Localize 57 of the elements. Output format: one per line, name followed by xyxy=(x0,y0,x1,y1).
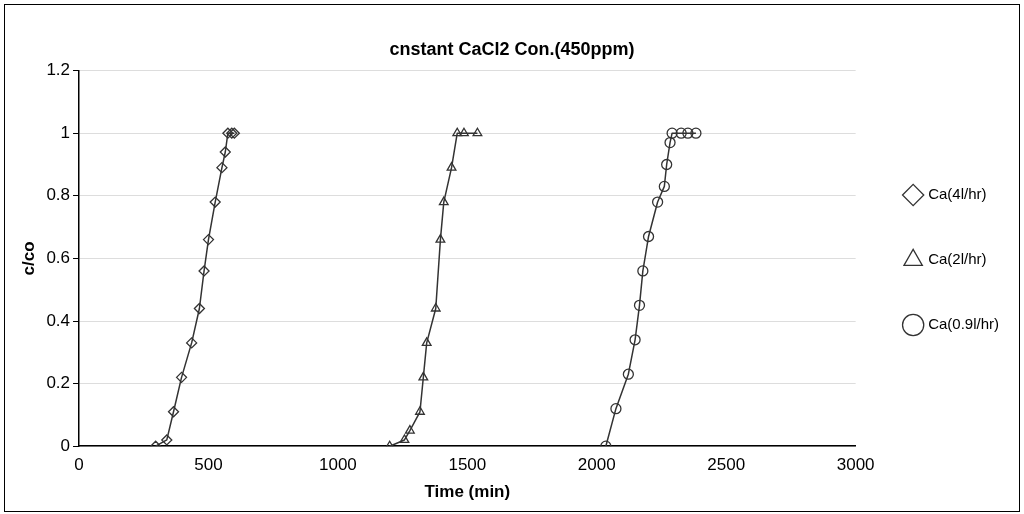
point xyxy=(622,368,635,380)
point xyxy=(435,233,446,243)
point xyxy=(185,337,198,349)
point xyxy=(404,424,415,434)
y-tick-label: 0.4 xyxy=(46,310,71,330)
point xyxy=(216,161,228,174)
point xyxy=(175,371,188,383)
y-tick-label: 0.8 xyxy=(46,185,71,205)
y-tick-label: 1.2 xyxy=(46,60,71,80)
point xyxy=(629,334,641,346)
x-tick-label: 1000 xyxy=(318,455,357,475)
legend-label: Ca(2l/hr) xyxy=(928,250,987,268)
y-tick-label: 0 xyxy=(60,435,71,455)
y-tick-label: 0.2 xyxy=(46,373,71,393)
point xyxy=(664,136,676,149)
point xyxy=(219,146,231,158)
point xyxy=(209,196,221,208)
point xyxy=(661,158,673,171)
point xyxy=(633,299,646,311)
y-tick-label: 0.6 xyxy=(46,248,71,268)
point xyxy=(430,302,441,312)
point xyxy=(193,302,206,315)
point xyxy=(418,371,429,381)
x-tick-label: 500 xyxy=(194,455,223,475)
y-tick-label: 1 xyxy=(60,122,71,142)
x-tick-label: 1500 xyxy=(448,455,487,475)
point xyxy=(452,127,463,137)
legend-label: Ca(0.9l/hr) xyxy=(928,315,999,333)
point xyxy=(651,196,664,208)
point xyxy=(666,127,678,139)
point xyxy=(690,127,702,139)
chart-title: cnstant CaCl2 Con.(450ppm) xyxy=(389,38,635,59)
point xyxy=(202,233,215,246)
point xyxy=(675,127,687,139)
point xyxy=(658,180,670,193)
x-tick-label: 0 xyxy=(74,455,84,475)
point xyxy=(610,402,622,415)
point xyxy=(472,127,483,137)
point xyxy=(438,196,449,206)
x-tick-label: 2000 xyxy=(577,455,616,475)
point xyxy=(414,406,425,415)
point xyxy=(458,127,469,137)
x-axis-title: Time (min) xyxy=(424,482,511,502)
point xyxy=(161,434,173,446)
point xyxy=(446,161,457,171)
point xyxy=(637,265,649,277)
point xyxy=(421,337,432,347)
point xyxy=(222,127,234,139)
x-tick-label: 2500 xyxy=(707,455,746,475)
y-axis-title: c/co xyxy=(18,241,38,276)
x-tick-label: 3000 xyxy=(836,455,875,475)
point xyxy=(399,434,410,444)
point xyxy=(198,265,210,277)
point xyxy=(642,230,655,243)
legend-label: Ca(4l/hr) xyxy=(928,185,987,203)
point xyxy=(682,127,694,139)
point xyxy=(167,406,180,418)
